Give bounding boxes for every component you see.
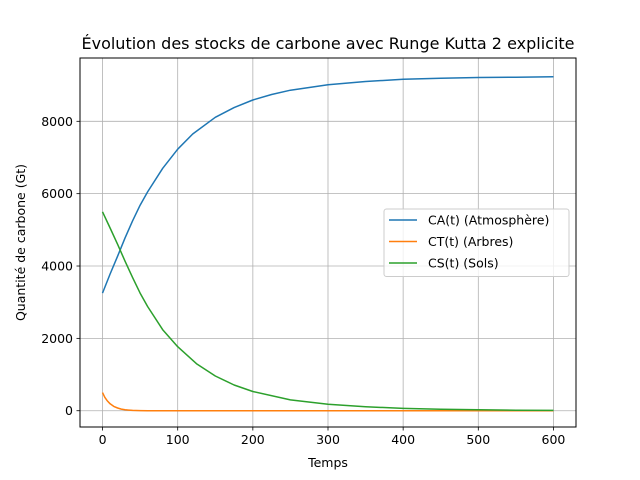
y-tick-label: 0 (65, 403, 73, 418)
x-tick-label: 300 (316, 432, 340, 447)
x-tick-label: 400 (391, 432, 415, 447)
chart-title: Évolution des stocks de carbone avec Run… (81, 34, 574, 53)
x-tick-label: 100 (166, 432, 190, 447)
legend: CA(t) (Atmosphère) CT(t) (Arbres) CS(t) (S… (383, 208, 570, 277)
x-tick-label: 600 (542, 432, 566, 447)
x-tick-label: 0 (99, 432, 107, 447)
x-tick-label: 500 (466, 432, 490, 447)
legend-label: CS(t) (Sols) (428, 256, 499, 271)
legend-box (383, 208, 570, 277)
y-tick-label: 8000 (41, 114, 73, 129)
y-tick-label: 4000 (41, 259, 73, 274)
series-lines (101, 76, 554, 412)
y-tick-label: 2000 (41, 331, 73, 346)
x-tick-label: 200 (241, 432, 265, 447)
legend-label: CA(t) (Atmosphère) (428, 213, 549, 228)
y-tick-label: 6000 (41, 186, 73, 201)
y-axis-label: Quantité de carbone (Gt) (13, 164, 28, 321)
series-line-2 (101, 392, 554, 412)
x-axis-label: Temps (307, 455, 348, 470)
series-line-1 (101, 76, 554, 294)
series-line-3 (101, 211, 554, 412)
legend-label: CT(t) (Arbres) (428, 234, 513, 249)
